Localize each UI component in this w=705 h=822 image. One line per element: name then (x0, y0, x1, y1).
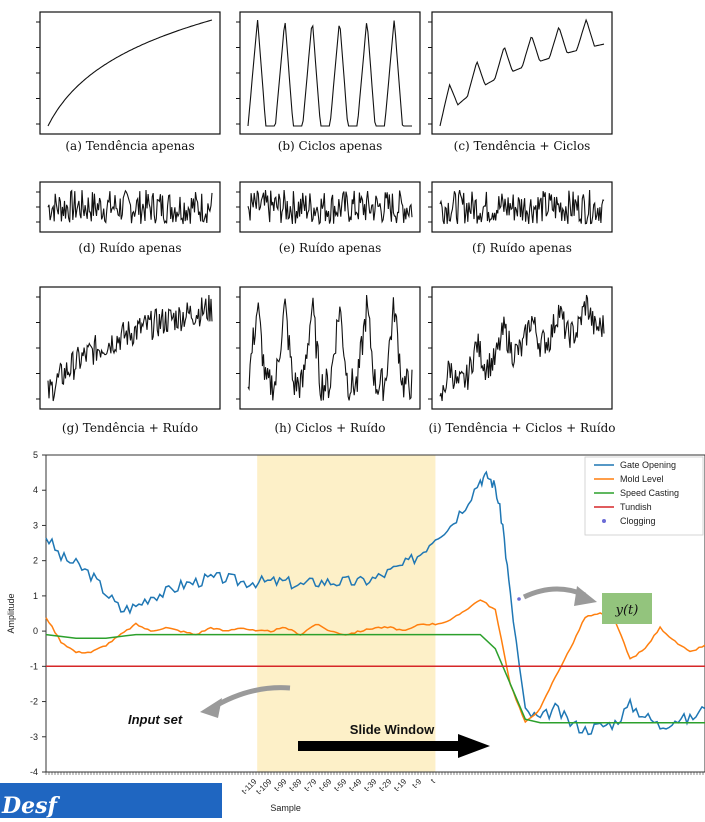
input-set-arrowhead (200, 698, 222, 718)
clogging-point (517, 597, 521, 601)
x-axis-label: Sample (270, 803, 301, 813)
x-tick-label: t-99 (272, 777, 289, 794)
legend-label: Clogging (620, 516, 656, 526)
panel-series-line (439, 18, 605, 127)
series-line (45, 470, 705, 736)
x-tick-label: t-79 (302, 777, 319, 794)
panel-series-line (247, 19, 412, 127)
component-panel: (d) Ruído apenas (36, 181, 221, 255)
y-tick-label: -1 (30, 661, 38, 671)
component-panel: (b) Ciclos apenas (236, 11, 421, 153)
y-axis-label: Amplitude (6, 593, 16, 633)
y-tick-label: 2 (33, 556, 38, 566)
components-grid: (a) Tendência apenas (b) Ciclos apenas (c)… (36, 11, 616, 435)
panel-series-line (439, 294, 605, 402)
panel-series-line (247, 189, 413, 226)
panel-caption: (c) Tendência + Ciclos (454, 139, 591, 153)
bottom-banner-text: Desf (1, 793, 60, 818)
y-tick-label: 4 (33, 485, 38, 495)
y-tick-label: 0 (33, 626, 38, 636)
panel-caption: (e) Ruído apenas (279, 241, 382, 255)
x-tick-label: t-19 (392, 777, 409, 794)
x-tick-label: t-39 (362, 777, 379, 794)
y-tick-label: -4 (30, 767, 38, 777)
panel-caption: (d) Ruído apenas (78, 241, 181, 255)
x-tick-label: t-29 (377, 777, 394, 794)
series-line (45, 633, 705, 724)
y-tick-label: 5 (33, 450, 38, 460)
target-box (602, 593, 652, 624)
component-panel: (a) Tendência apenas (36, 11, 221, 153)
panel-caption: (g) Tendência + Ruído (62, 421, 198, 435)
y-tick-label: -3 (30, 732, 38, 742)
legend-label: Mold Level (620, 474, 664, 484)
slide-window-arrow-shaft (298, 741, 460, 751)
panel-series-line (247, 294, 413, 402)
series-line (45, 599, 705, 724)
component-panel: (c) Tendência + Ciclos (428, 11, 613, 153)
x-tick-label: t-69 (317, 777, 334, 794)
legend-label: Tundish (620, 502, 652, 512)
panel-caption: (h) Ciclos + Ruído (274, 421, 385, 435)
slide-window-arrowhead (458, 734, 490, 758)
x-tick-label: t-49 (347, 777, 364, 794)
legend-label: Gate Opening (620, 460, 676, 470)
chart-svg: -4-3-2-1012345t-119t-109t-99t-89t-79t-69… (0, 450, 705, 819)
panel-series-line (439, 189, 605, 225)
panel-frame (431, 11, 613, 135)
component-panel: (h) Ciclos + Ruído (236, 286, 421, 435)
time-series-components-figure: (a) Tendência apenas (b) Ciclos apenas (c)… (36, 11, 616, 435)
panel-frame (239, 11, 421, 135)
panel-series-line (47, 294, 213, 402)
x-tick-label: t-109 (254, 777, 274, 797)
y-tick-label: 1 (33, 591, 38, 601)
x-tick-label: t (429, 777, 437, 785)
target-label: y(t) (615, 603, 639, 618)
legend: Gate Opening Mold Level Speed Casting Tundi… (584, 456, 704, 536)
bottom-banner (0, 783, 222, 818)
clogging-chart: -4 -3 -2 -1 0 1 2 3 4 5 t-119 t-109 t-99 t-89 t-79 t-69… (0, 450, 705, 819)
legend-marker (602, 519, 606, 523)
input-set-label: Input set (128, 712, 183, 727)
legend-label: Speed Casting (620, 488, 679, 498)
x-tick-label: t-59 (332, 777, 349, 794)
y-tick-label: 3 (33, 520, 38, 530)
target-arrowhead (574, 586, 597, 606)
panel-caption: (i) Tendência + Ciclos + Ruído (429, 421, 616, 435)
panel-frame (39, 11, 221, 135)
panel-caption: (b) Ciclos apenas (278, 139, 383, 153)
panel-caption: (a) Tendência apenas (65, 139, 194, 153)
component-panel: (g) Tendência + Ruído (36, 286, 221, 435)
panel-series-line (47, 189, 213, 225)
panel-series-line (47, 19, 213, 127)
component-panel: (e) Ruído apenas (236, 181, 421, 255)
component-panel: (f) Ruído apenas (428, 181, 613, 255)
component-panel: (i) Tendência + Ciclos + Ruído (428, 286, 616, 435)
panel-frame (39, 286, 221, 410)
slide-window-highlight (257, 455, 436, 772)
plot-frame (45, 454, 705, 773)
panel-caption: (f) Ruído apenas (472, 241, 572, 255)
x-tick-label: t-89 (287, 777, 304, 794)
x-tick-label: t-9 (410, 777, 423, 790)
slide-window-label: Slide Window (350, 722, 435, 737)
y-tick-label: -2 (30, 697, 38, 707)
